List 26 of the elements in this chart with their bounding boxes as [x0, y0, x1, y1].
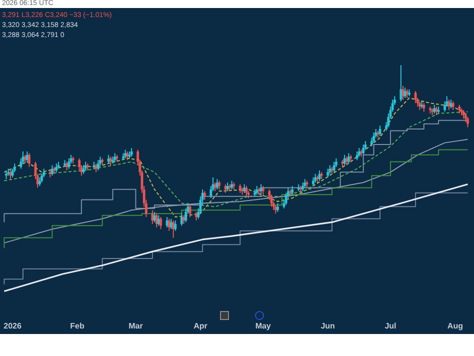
x-tick-label: 2026: [4, 321, 22, 330]
candlestick: [180, 213, 183, 226]
candlestick: [362, 144, 365, 156]
x-tick-label: Aug: [447, 321, 464, 330]
x-tick-label: Apr: [194, 321, 208, 330]
candlestick: [448, 99, 450, 111]
candlestick: [400, 64, 402, 102]
candlestick: [172, 220, 175, 238]
candlestick: [372, 132, 375, 144]
candlestick: [174, 220, 177, 232]
candlestick: [151, 210, 154, 224]
candlestick: [160, 216, 162, 230]
x-tick-label: Jul: [384, 321, 396, 330]
candlestick: [245, 185, 248, 197]
candlestick: [96, 160, 100, 171]
candlestick: [28, 152, 30, 168]
candlestick: [155, 213, 158, 228]
candlestick: [332, 161, 336, 173]
x-tick-label: Feb: [70, 321, 84, 330]
x-tick-label: Mar: [128, 321, 143, 330]
candlestick: [348, 152, 350, 164]
candlestick: [466, 116, 469, 128]
candlestick: [68, 158, 70, 170]
x-tick-label: May: [255, 321, 272, 330]
candlestick: [51, 164, 54, 176]
x-tick-label: Jun: [320, 321, 336, 330]
